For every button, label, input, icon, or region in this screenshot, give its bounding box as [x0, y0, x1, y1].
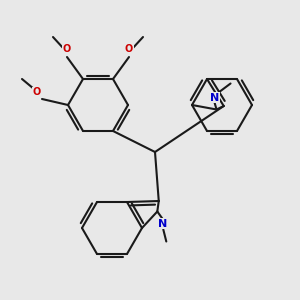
Text: N: N — [210, 92, 219, 103]
Text: O: O — [125, 44, 133, 54]
Text: O: O — [33, 87, 41, 97]
Text: O: O — [63, 44, 71, 54]
Text: N: N — [158, 218, 167, 229]
